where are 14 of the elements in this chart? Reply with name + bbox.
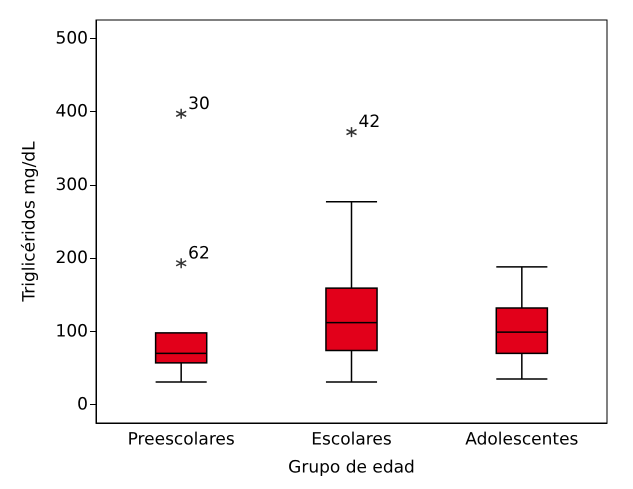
y-tick-label: 400: [56, 102, 88, 122]
x-axis-title: Grupo de edad: [288, 458, 415, 478]
annotation: 42: [358, 112, 380, 132]
y-tick-label: 300: [56, 174, 88, 195]
y-tick-label: 500: [56, 28, 88, 48]
y-axis-title: Triglicéridos mg/dL: [20, 140, 40, 303]
y-tick-label: 0: [77, 394, 88, 415]
annotation: 30: [188, 94, 210, 114]
x-tick-label: Adolescentes: [465, 430, 579, 450]
x-tick-label: Preescolares: [128, 430, 235, 450]
annotation: 62: [188, 243, 210, 264]
y-tick-label: 200: [56, 248, 88, 268]
y-tick-label: 100: [56, 321, 88, 342]
x-tick-label: Escolares: [311, 430, 392, 450]
